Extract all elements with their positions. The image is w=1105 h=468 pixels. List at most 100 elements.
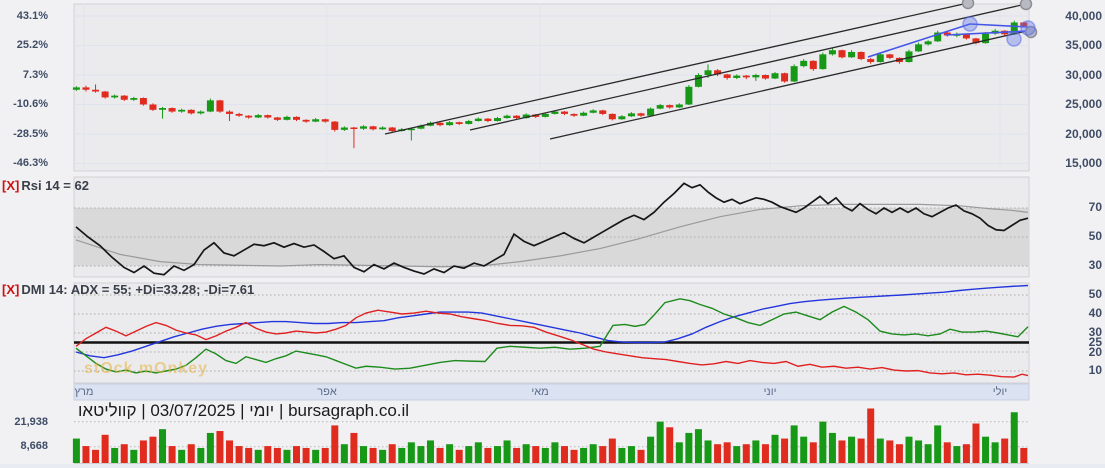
volume-tick-21938: 21,938 (14, 416, 48, 428)
month-label-march: מרץ (74, 386, 94, 398)
candle-body (915, 44, 923, 52)
volume-bar (1020, 447, 1028, 463)
volume-bar (828, 432, 836, 463)
dmi-tick-30: 30 (1088, 325, 1102, 339)
volume-bar (321, 447, 329, 463)
volume-bar (340, 444, 348, 463)
candle-body (293, 116, 301, 120)
volume-bar (283, 449, 291, 463)
candle-body (388, 127, 396, 132)
pct-tick-2: 7.3% (22, 69, 48, 81)
candle-body (828, 50, 836, 55)
rsi-close-button[interactable]: [X] (2, 178, 20, 193)
chart-info-line: יומי | 03/07/2025 | קווליטאו | bursagrap… (78, 401, 410, 420)
blue-trendline[interactable] (969, 23, 1029, 28)
volume-bar (551, 442, 559, 463)
volume-bar (848, 436, 856, 463)
candle-body (819, 54, 827, 70)
volume-bar (513, 447, 521, 463)
pct-tick-4: -28.5% (13, 128, 48, 140)
dmi-indicator-label: [X] DMI 14: ADX = 55; +Di=33.28; -Di=7.61 (2, 282, 254, 297)
rsi-line (75, 182, 1029, 276)
candle-body (159, 108, 167, 110)
rsi-indicator-label: [X] Rsi 14 = 62 (2, 178, 89, 193)
volume-bar (398, 447, 406, 463)
volume-bar (627, 446, 635, 463)
volume-bar (254, 449, 262, 463)
volume-tick-8668: 8,668 (20, 440, 48, 452)
volume-bar (465, 446, 473, 463)
volume-bar (522, 444, 530, 463)
volume-bar (130, 449, 138, 463)
trendline-drag-handle[interactable] (1019, 0, 1033, 11)
blue-trendline-drag-handle[interactable] (962, 16, 978, 32)
volume-bar (426, 440, 434, 463)
blue-trendline-drag-handle[interactable] (1020, 20, 1036, 36)
black-trendline[interactable] (549, 29, 1032, 140)
volume-bar (781, 438, 789, 463)
volume-bar (608, 438, 616, 463)
candle-body (513, 115, 521, 119)
candle-body (608, 113, 616, 120)
candle-body (848, 51, 856, 58)
candle-body (800, 60, 808, 67)
volume-bar (331, 425, 339, 463)
volume-bar (560, 446, 568, 463)
candle-body (570, 113, 578, 116)
rsi-tick-70: 70 (1088, 200, 1102, 214)
candle-body (867, 59, 875, 63)
volume-bar (541, 447, 549, 463)
volume-bar (187, 444, 195, 463)
rsi-signal-line (75, 203, 1029, 268)
candle-body (455, 122, 463, 124)
price-tick-5: 15,000 (1065, 156, 1102, 170)
volume-bar (273, 447, 281, 463)
candle-body (187, 109, 195, 114)
dmi-close-button[interactable]: [X] (2, 282, 20, 297)
plus-di-line (75, 298, 1029, 374)
volume-bar (168, 446, 176, 463)
volume-bar (474, 442, 482, 463)
candle-body (886, 54, 894, 58)
candle-body (245, 115, 253, 118)
volume-bar (436, 447, 444, 463)
candle-body (752, 75, 760, 78)
price-tick-0: 40,000 (1065, 9, 1102, 23)
volume-bar (120, 444, 128, 463)
candle-body (742, 75, 750, 78)
volume-bar (704, 440, 712, 463)
candle-body (560, 111, 568, 114)
blue-trendline-drag-handle[interactable] (1006, 31, 1022, 47)
volume-bar (656, 421, 664, 463)
volume-bar (178, 449, 186, 463)
volume-bar (714, 444, 722, 463)
volume-bar (972, 423, 980, 463)
trendline-drag-handle[interactable] (961, 0, 975, 10)
month-label-june: יוני (763, 386, 777, 398)
candle-body (685, 86, 693, 105)
volume-bar (216, 431, 224, 463)
volume-bar (809, 442, 817, 463)
volume-bar (800, 436, 808, 463)
volume-bar (876, 438, 884, 463)
blue-trendline[interactable] (867, 23, 971, 58)
candle-body (541, 113, 549, 117)
volume-bar (197, 447, 205, 463)
volume-bar (111, 447, 119, 463)
black-trendline[interactable] (469, 3, 1027, 131)
black-trendline[interactable] (384, 2, 969, 135)
candle-body (254, 115, 262, 118)
candle-body (206, 100, 214, 112)
candle-body (1010, 22, 1018, 35)
dmi-tick-40: 40 (1088, 306, 1102, 320)
volume-bar (924, 444, 932, 463)
dmi-label-text: DMI 14: ADX = 55; +Di=33.28; -Di=7.61 (21, 282, 255, 297)
volume-bar (493, 446, 501, 463)
candle-body (503, 115, 511, 119)
candle-body (226, 111, 234, 114)
volume-bar (302, 447, 310, 463)
volume-bar (159, 429, 167, 463)
volume-bar (752, 440, 760, 463)
candle-body (273, 117, 281, 120)
